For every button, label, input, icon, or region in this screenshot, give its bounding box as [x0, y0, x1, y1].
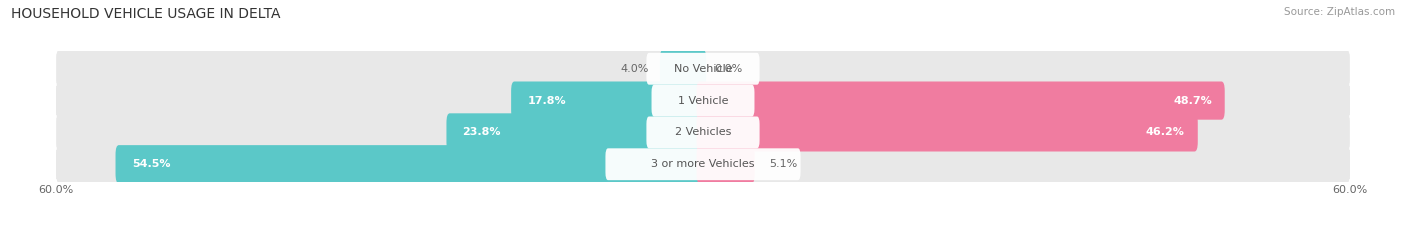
Text: 46.2%: 46.2% — [1146, 127, 1185, 137]
Text: 0.0%: 0.0% — [714, 64, 742, 74]
FancyBboxPatch shape — [115, 145, 706, 183]
FancyBboxPatch shape — [696, 113, 1198, 151]
Text: 17.8%: 17.8% — [527, 96, 567, 106]
FancyBboxPatch shape — [696, 145, 755, 183]
FancyBboxPatch shape — [512, 82, 706, 120]
FancyBboxPatch shape — [696, 82, 1225, 120]
Text: 54.5%: 54.5% — [132, 159, 170, 169]
Text: 3 or more Vehicles: 3 or more Vehicles — [651, 159, 755, 169]
Text: 2 Vehicles: 2 Vehicles — [675, 127, 731, 137]
Text: 23.8%: 23.8% — [463, 127, 501, 137]
Text: 4.0%: 4.0% — [620, 64, 650, 74]
Text: No Vehicle: No Vehicle — [673, 64, 733, 74]
FancyBboxPatch shape — [647, 116, 759, 148]
Bar — [56, 118, 1350, 147]
FancyBboxPatch shape — [447, 113, 706, 151]
FancyBboxPatch shape — [56, 145, 1350, 183]
FancyBboxPatch shape — [56, 113, 1350, 151]
FancyBboxPatch shape — [56, 50, 1350, 88]
FancyBboxPatch shape — [606, 148, 800, 180]
FancyBboxPatch shape — [56, 82, 1350, 120]
FancyBboxPatch shape — [651, 85, 755, 116]
Text: HOUSEHOLD VEHICLE USAGE IN DELTA: HOUSEHOLD VEHICLE USAGE IN DELTA — [11, 7, 281, 21]
Bar — [56, 150, 1350, 178]
FancyBboxPatch shape — [647, 53, 759, 85]
FancyBboxPatch shape — [659, 50, 706, 88]
Text: 1 Vehicle: 1 Vehicle — [678, 96, 728, 106]
Bar — [56, 86, 1350, 115]
Text: 48.7%: 48.7% — [1173, 96, 1212, 106]
Text: 5.1%: 5.1% — [769, 159, 797, 169]
Bar — [56, 55, 1350, 83]
Text: Source: ZipAtlas.com: Source: ZipAtlas.com — [1284, 7, 1395, 17]
